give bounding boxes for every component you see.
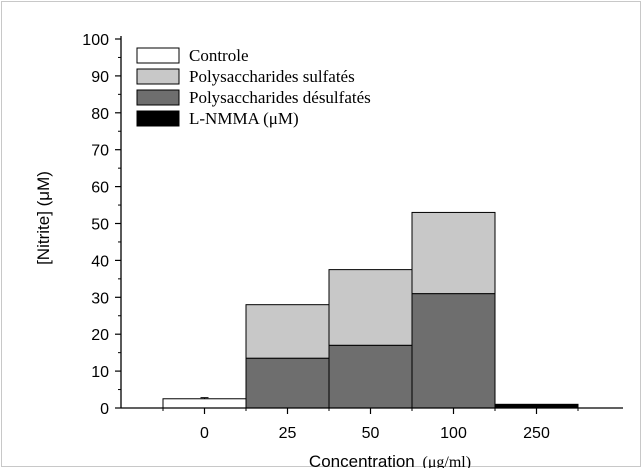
bar-polysaccharides-d-sulfat-s-100 bbox=[411, 293, 496, 409]
legend-swatch bbox=[136, 47, 180, 64]
y-tick-label: 0 bbox=[100, 401, 109, 418]
y-tick-label: 100 bbox=[82, 32, 109, 49]
legend-label: Controle bbox=[189, 46, 249, 65]
x-ticks: 0 25 50 100 250 bbox=[162, 408, 579, 442]
legend-swatch bbox=[136, 89, 180, 106]
y-tick-label: 70 bbox=[91, 143, 109, 160]
legend-swatch bbox=[136, 110, 180, 127]
bars bbox=[162, 211, 579, 409]
x-axis-label-unit: (μg/ml) bbox=[423, 454, 472, 468]
legend-label: L-NMMA (μM) bbox=[189, 109, 299, 128]
x-tick-label: 100 bbox=[440, 425, 467, 442]
x-axis-label-main: Concentration bbox=[309, 452, 415, 468]
bar-polysaccharides-sulfat-s-25 bbox=[245, 304, 330, 359]
x-tick-label: 250 bbox=[523, 425, 550, 442]
y-axis-label: [Nitrite] (μM) bbox=[34, 171, 53, 265]
x-tick-label: 50 bbox=[362, 425, 380, 442]
x-tick-label: 0 bbox=[200, 425, 209, 442]
y-tick-label: 50 bbox=[91, 217, 109, 234]
legend-label: Polysaccharides sulfatés bbox=[189, 67, 355, 86]
y-tick-label: 60 bbox=[91, 180, 109, 197]
bar-polysaccharides-d-sulfat-s-50 bbox=[328, 344, 413, 409]
bar-polysaccharides-sulfat-s-50 bbox=[328, 269, 413, 346]
y-tick-label: 90 bbox=[91, 69, 109, 86]
y-tick-label: 30 bbox=[91, 290, 109, 307]
bar-controle-0 bbox=[162, 398, 247, 409]
bar-polysaccharides-sulfat-s-100 bbox=[411, 211, 496, 295]
y-tick-label: 80 bbox=[91, 106, 109, 123]
x-axis-label: Concentration (μg/ml) bbox=[309, 452, 471, 468]
legend: Controle Polysaccharides sulfatés Polysacc… bbox=[136, 46, 371, 128]
y-tick-label: 20 bbox=[91, 327, 109, 344]
y-ticks: 0 10 20 30 40 50 60 70 80 90 100 bbox=[82, 32, 121, 418]
y-tick-label: 10 bbox=[91, 364, 109, 381]
legend-swatch bbox=[136, 68, 180, 85]
x-tick-label: 25 bbox=[279, 425, 297, 442]
y-tick-label: 40 bbox=[91, 253, 109, 270]
axes: 0 10 20 30 40 50 60 70 80 90 100 0 25 50 100 250 bbox=[82, 32, 623, 442]
error-bars bbox=[200, 397, 209, 399]
bar-polysaccharides-d-sulfat-s-25 bbox=[245, 357, 330, 409]
legend-label: Polysaccharides désulfatés bbox=[189, 88, 371, 107]
